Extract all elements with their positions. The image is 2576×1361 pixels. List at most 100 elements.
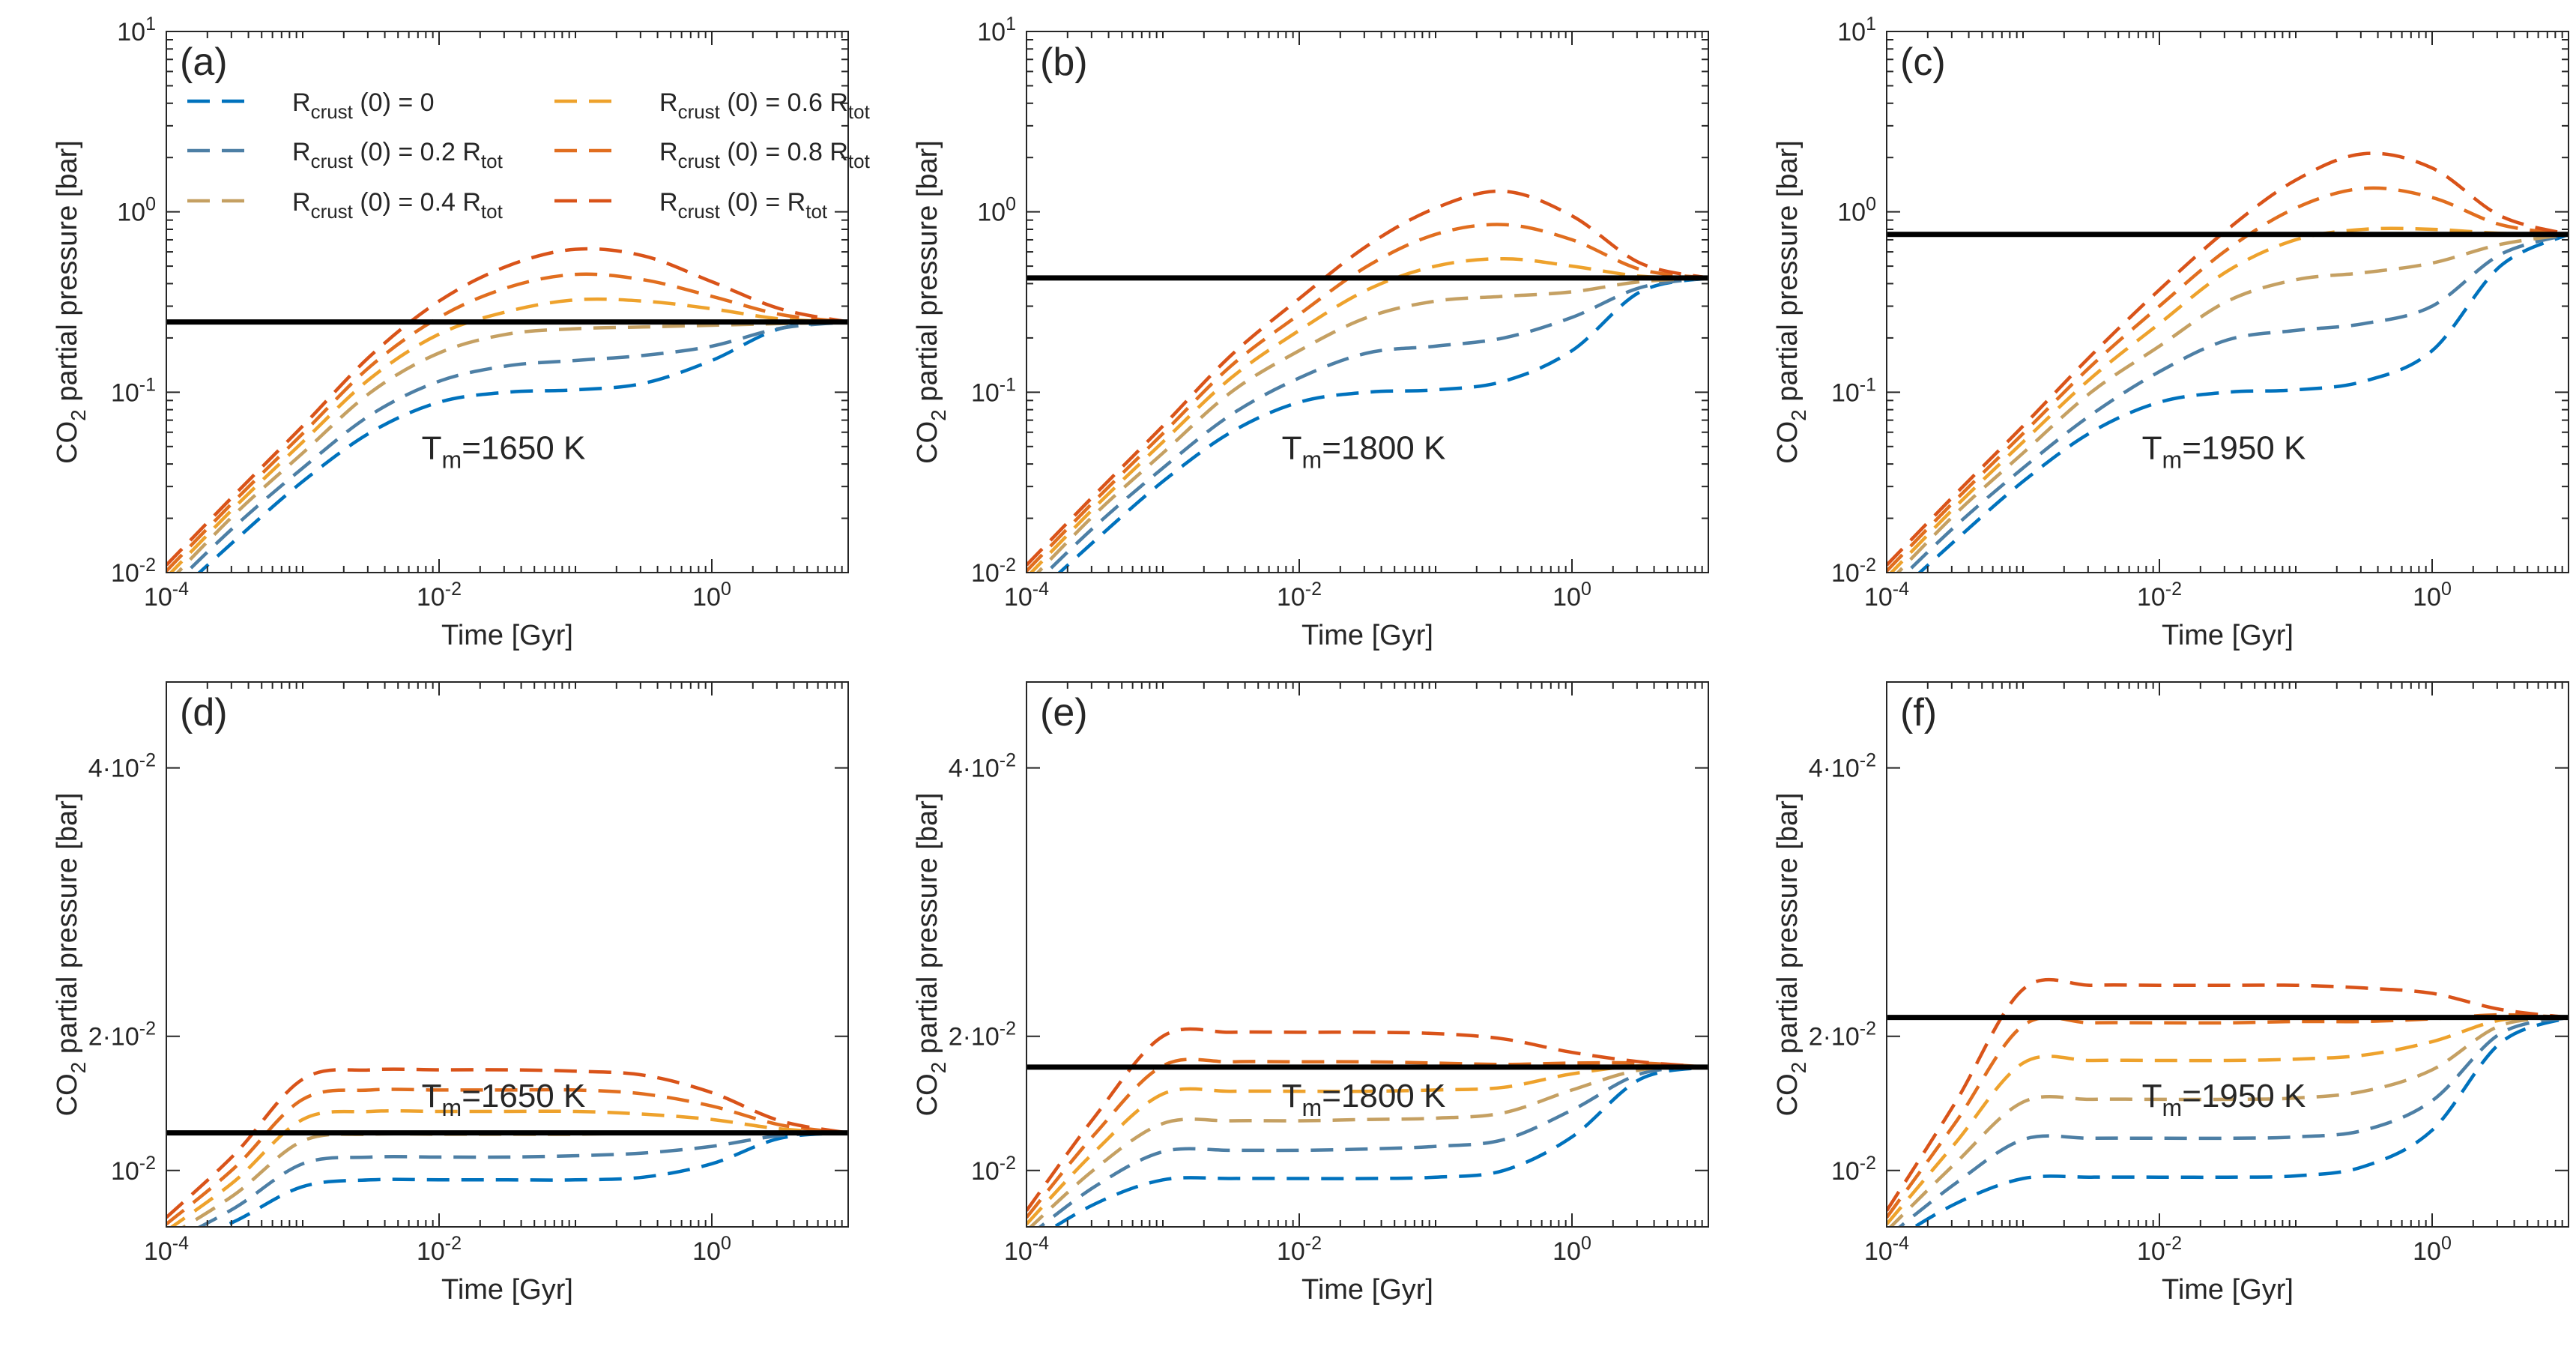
y-tick-label: 10-2 bbox=[111, 555, 156, 588]
temperature-subscript: m bbox=[1302, 1094, 1322, 1121]
x-tick-base: 10 bbox=[1004, 1237, 1032, 1266]
legend-subscript-2: tot bbox=[805, 200, 828, 223]
series-line-3 bbox=[1888, 1016, 2569, 1227]
y-tick-exponent: -1 bbox=[139, 374, 156, 395]
y-ticks bbox=[1027, 767, 1708, 1171]
x-tick-label: 10-4 bbox=[1004, 579, 1049, 612]
series-line-5 bbox=[1027, 1057, 1708, 1219]
x-tick-label: 100 bbox=[692, 1233, 731, 1266]
y-tick-base: 10 bbox=[117, 18, 145, 46]
series-line-4 bbox=[169, 297, 848, 573]
series-line-1 bbox=[1051, 1065, 1708, 1227]
y-label-rest: partial pressure [bar] bbox=[1772, 140, 1803, 409]
y-tick-exponent: -2 bbox=[1000, 750, 1016, 771]
y-label-rest: partial pressure [bar] bbox=[1772, 793, 1803, 1062]
y-label-subscript: 2 bbox=[67, 409, 90, 421]
series-group bbox=[1027, 189, 1708, 573]
panel-label: (a) bbox=[180, 40, 228, 84]
temperature-value: =1950 K bbox=[2182, 429, 2306, 466]
series-line-1 bbox=[218, 1131, 848, 1227]
x-tick-label: 10-4 bbox=[1004, 1233, 1049, 1266]
legend-label-2: Rcrust (0) = 0.2 Rtot bbox=[292, 138, 504, 172]
series-line-6 bbox=[1887, 977, 2569, 1212]
series-line-2 bbox=[1044, 276, 1708, 573]
y-tick-base: 10 bbox=[971, 378, 1000, 407]
series-line-3 bbox=[1028, 1065, 1708, 1227]
series-line-4 bbox=[1889, 226, 2569, 573]
x-axis-label: Time [Gyr] bbox=[2162, 620, 2294, 651]
temperature-label: Tm=1800 K bbox=[1282, 429, 1446, 473]
y-tick-base: 10 bbox=[1837, 18, 1866, 46]
x-tick-exponent: -4 bbox=[1032, 1233, 1049, 1254]
y-tick-label: 2·10-2 bbox=[88, 1019, 156, 1051]
legend-rest: (0) = R bbox=[720, 188, 805, 217]
series-line-2 bbox=[1904, 232, 2569, 573]
temperature-symbol: T bbox=[1282, 1078, 1302, 1114]
x-tick-exponent: 0 bbox=[721, 1233, 731, 1254]
temperature-symbol: T bbox=[422, 429, 442, 466]
y-tick-base: 2·10 bbox=[1809, 1023, 1860, 1051]
y-tick-base: 10 bbox=[971, 559, 1000, 588]
legend-rest: (0) = 0.8 R bbox=[720, 138, 848, 166]
x-tick-exponent: -2 bbox=[445, 1233, 462, 1254]
y-label-subscript: 2 bbox=[927, 409, 950, 421]
x-axis-label: Time [Gyr] bbox=[441, 1274, 573, 1306]
y-tick-label: 10-2 bbox=[971, 555, 1016, 588]
y-tick-exponent: -2 bbox=[1000, 555, 1016, 576]
temperature-value: =1800 K bbox=[1322, 1078, 1445, 1114]
x-tick-label: 10-4 bbox=[1864, 579, 1909, 612]
y-tick-base: 10 bbox=[111, 1157, 139, 1186]
panel-label: (c) bbox=[1900, 40, 1946, 84]
y-tick-label: 10-2 bbox=[971, 1153, 1016, 1186]
y-label-main: CO bbox=[912, 421, 943, 464]
series-group bbox=[166, 1067, 848, 1227]
x-tick-exponent: -2 bbox=[1305, 1233, 1322, 1254]
temperature-label: Tm=1950 K bbox=[2142, 429, 2306, 473]
legend-subscript: crust bbox=[311, 100, 354, 123]
series-group bbox=[1887, 977, 2569, 1227]
legend-main: R bbox=[659, 188, 678, 217]
y-label-main: CO bbox=[1772, 1073, 1803, 1116]
legend-label-4: Rcrust (0) = 0.6 Rtot bbox=[659, 88, 871, 123]
axes-box bbox=[1026, 31, 1709, 573]
y-tick-base: 2·10 bbox=[949, 1023, 1000, 1051]
series-line-4 bbox=[1029, 256, 1708, 573]
y-tick-base: 10 bbox=[111, 559, 139, 588]
y-tick-label: 10-2 bbox=[111, 1153, 156, 1186]
y-axis-label: CO2 partial pressure [bar] bbox=[912, 793, 950, 1117]
y-label-subscript: 2 bbox=[67, 1062, 90, 1074]
y-tick-label: 100 bbox=[977, 194, 1016, 227]
legend-subscript: crust bbox=[678, 150, 721, 172]
y-label-main: CO bbox=[52, 421, 83, 464]
legend-main: R bbox=[659, 88, 678, 117]
series-line-2 bbox=[184, 320, 848, 573]
series-line-4 bbox=[1027, 1063, 1708, 1225]
x-tick-label: 100 bbox=[2413, 579, 2452, 612]
series-line-2 bbox=[1037, 1065, 1708, 1227]
y-tick-exponent: -2 bbox=[1860, 750, 1876, 771]
x-tick-exponent: -4 bbox=[1893, 1233, 1909, 1254]
y-label-rest: partial pressure [bar] bbox=[912, 140, 943, 409]
x-tick-label: 10-2 bbox=[1277, 579, 1322, 612]
y-tick-base: 10 bbox=[977, 199, 1006, 227]
legend-label-3: Rcrust (0) = 0.4 Rtot bbox=[292, 188, 504, 223]
y-ticks bbox=[1887, 767, 2569, 1171]
y-tick-base: 4·10 bbox=[1809, 755, 1860, 783]
legend-rest: (0) = 0.2 R bbox=[353, 138, 481, 166]
y-tick-label: 10-1 bbox=[111, 374, 156, 407]
x-tick-label: 100 bbox=[1552, 1233, 1591, 1266]
y-ticks bbox=[166, 39, 848, 573]
x-tick-exponent: -2 bbox=[1305, 579, 1322, 600]
series-line-3 bbox=[1896, 232, 2569, 573]
legend-rest: (0) = 0 bbox=[353, 88, 435, 117]
panel-label: (d) bbox=[180, 691, 228, 734]
y-tick-base: 10 bbox=[971, 1157, 1000, 1186]
x-ticks bbox=[1026, 682, 1703, 1227]
temperature-value: =1650 K bbox=[462, 1078, 585, 1114]
temperature-symbol: T bbox=[2142, 429, 2162, 466]
series-line-4 bbox=[169, 1108, 848, 1227]
